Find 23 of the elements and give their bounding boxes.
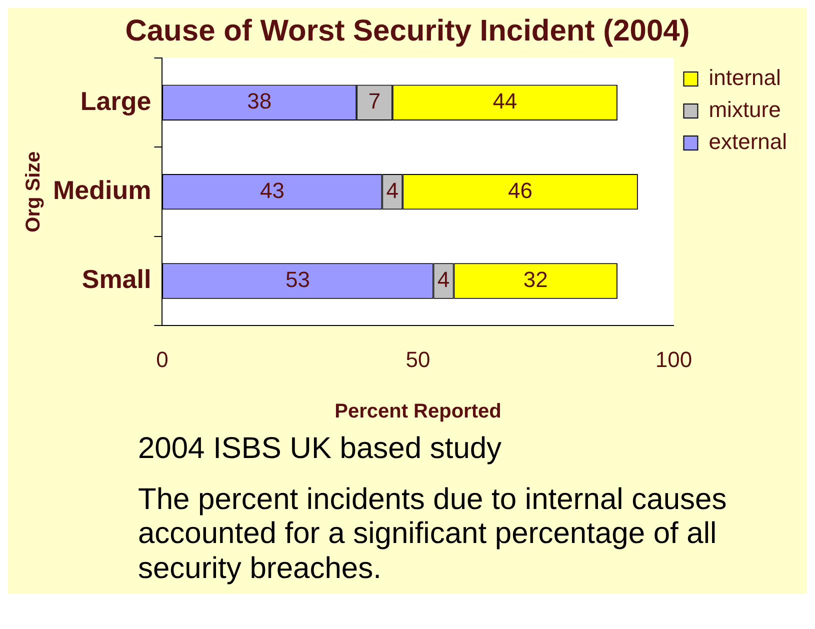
y-tick-label: Large — [80, 86, 152, 116]
x-tick-label: 100 — [655, 346, 692, 372]
x-axis-title: Percent Reported — [334, 400, 502, 423]
data-label: 4 — [386, 178, 399, 203]
data-label: 32 — [523, 267, 548, 292]
text: 2004 ISBS UK based study — [138, 432, 503, 466]
text: The percent incidents due to internal causes accounted for a significant percentage of all security breaches. — [138, 482, 728, 586]
data-label: 38 — [247, 88, 272, 114]
data-label: 43 — [260, 178, 284, 203]
y-axis-title: Org Size — [22, 151, 45, 232]
data-label: 4 — [437, 267, 450, 292]
y-tick-label: Small — [82, 264, 152, 294]
legend-label: external — [708, 129, 788, 154]
data-label: 44 — [492, 88, 518, 114]
chart-title: Cause of Worst Security Incident (2004) — [125, 14, 690, 48]
x-tick-label: 50 — [406, 346, 430, 372]
x-tick-label: 0 — [156, 346, 168, 372]
data-label: 7 — [368, 88, 381, 114]
data-label: 53 — [286, 267, 310, 292]
legend-label: mixture — [708, 97, 781, 122]
legend-label: internal — [708, 65, 781, 90]
y-tick-label: Medium — [52, 174, 152, 205]
data-label: 46 — [508, 178, 533, 203]
